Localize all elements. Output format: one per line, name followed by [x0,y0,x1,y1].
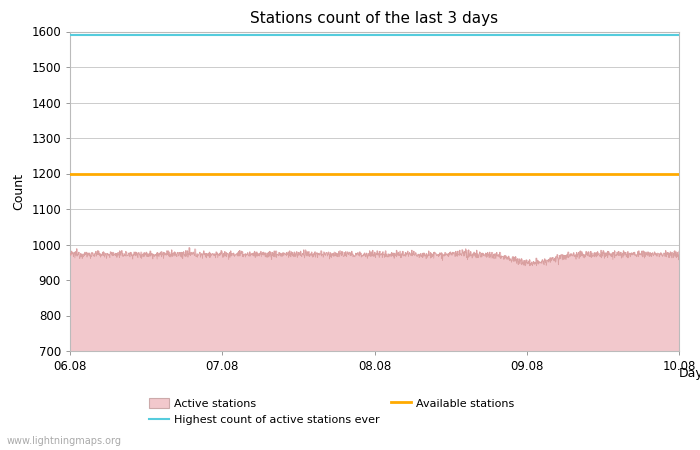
Y-axis label: Count: Count [13,173,26,210]
Title: Stations count of the last 3 days: Stations count of the last 3 days [251,11,498,26]
Text: www.lightningmaps.org: www.lightningmaps.org [7,436,122,446]
Legend: Active stations, Highest count of active stations ever, Available stations: Active stations, Highest count of active… [148,398,514,425]
X-axis label: Day: Day [679,367,700,380]
